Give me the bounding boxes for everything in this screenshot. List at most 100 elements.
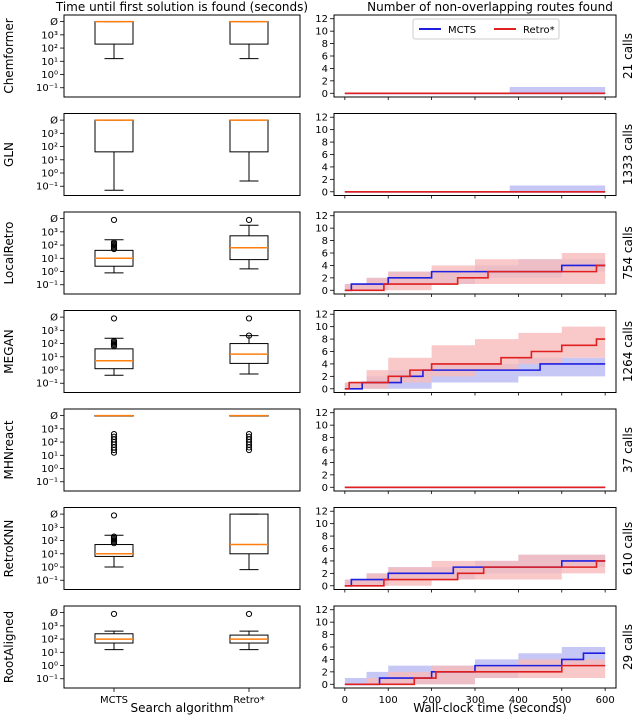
y-tick-label: 10³ bbox=[41, 424, 58, 435]
y-tick-label: 4 bbox=[322, 556, 328, 567]
y-tick-label: 10 bbox=[315, 519, 328, 530]
y-tick-label: 10² bbox=[41, 44, 58, 55]
model-label: GLN bbox=[2, 142, 16, 167]
y-tick-label: 6 bbox=[322, 643, 328, 654]
box-panel-frame bbox=[63, 408, 301, 492]
y-tick-label: 6 bbox=[322, 249, 328, 260]
boxplot-retro bbox=[229, 610, 269, 651]
routes-panel-frame bbox=[333, 113, 617, 196]
box-panel-frame bbox=[63, 211, 301, 295]
outlier-point bbox=[110, 239, 118, 246]
y-tick-label: Ø bbox=[50, 509, 58, 521]
y-tick-label: 12 bbox=[315, 14, 328, 25]
boxplot-retro bbox=[229, 20, 269, 60]
outlier-point bbox=[245, 431, 253, 438]
calls-label: 1264 calls bbox=[621, 321, 635, 382]
y-tick-label: 10² bbox=[41, 536, 58, 547]
model-label: MHNreact bbox=[2, 420, 16, 479]
y-tick-label: 10 bbox=[315, 27, 328, 38]
y-tick-label: 2 bbox=[322, 273, 328, 284]
y-tick-label: 0 bbox=[322, 89, 328, 100]
y-tick-label: 4 bbox=[322, 655, 328, 666]
y-tick-label: 12 bbox=[315, 507, 328, 518]
mcts-step-line bbox=[344, 363, 606, 390]
boxplot-retro bbox=[229, 414, 269, 454]
y-tick-label: 10³ bbox=[41, 621, 58, 632]
y-tick-label: 2 bbox=[322, 76, 328, 87]
y-tick-label: 6 bbox=[322, 544, 328, 555]
left-column-title: Time until first solution is found (seco… bbox=[55, 0, 308, 14]
y-tick-label: Ø bbox=[50, 410, 58, 422]
y-tick-label: 10¹ bbox=[41, 648, 58, 659]
calls-label: 29 calls bbox=[621, 624, 635, 670]
retro-confidence-band bbox=[344, 246, 606, 291]
y-tick-label: 8 bbox=[322, 532, 328, 543]
boxplot-retro bbox=[229, 119, 269, 182]
y-tick-label: 10⁰ bbox=[41, 464, 58, 475]
boxplot-mcts bbox=[94, 20, 134, 60]
box-panel-frame bbox=[63, 310, 301, 393]
y-tick-label: 10³ bbox=[41, 129, 58, 140]
retro-step-line bbox=[344, 338, 606, 390]
boxplot-mcts bbox=[94, 512, 134, 568]
left-x-axis-label: Search algorithm bbox=[131, 701, 234, 715]
y-tick-label: 12 bbox=[315, 408, 328, 419]
box-panel-frame bbox=[63, 507, 301, 590]
y-tick-label: 10⁻¹ bbox=[36, 83, 58, 94]
outlier-point bbox=[110, 315, 118, 322]
y-tick-label: 10⁻¹ bbox=[36, 576, 58, 587]
boxplot-mcts bbox=[94, 315, 134, 376]
y-tick-label: 8 bbox=[322, 630, 328, 641]
y-tick-label: 4 bbox=[322, 162, 328, 173]
y-tick-label: 10¹ bbox=[41, 57, 58, 68]
y-tick-label: 10⁻¹ bbox=[36, 477, 58, 488]
calls-label: 754 calls bbox=[621, 226, 635, 280]
y-tick-label: 10 bbox=[315, 322, 328, 333]
retro-step-line bbox=[344, 664, 606, 686]
boxplot-retro bbox=[229, 513, 269, 571]
y-tick-label: 10⁰ bbox=[41, 70, 58, 81]
y-tick-label: 10 bbox=[315, 618, 328, 629]
y-tick-label: 2 bbox=[322, 569, 328, 580]
model-label: MEGAN bbox=[2, 329, 16, 373]
y-tick-label: 2 bbox=[322, 175, 328, 186]
outlier-point bbox=[110, 533, 118, 540]
y-tick-label: 8 bbox=[322, 335, 328, 346]
right-column-title: Number of non-overlapping routes found bbox=[367, 0, 613, 14]
y-tick-label: 10⁰ bbox=[41, 267, 58, 278]
outlier-point bbox=[245, 216, 253, 224]
box-iqr bbox=[229, 513, 269, 555]
y-tick-label: 2 bbox=[322, 470, 328, 481]
y-tick-label: 10⁻¹ bbox=[36, 674, 58, 685]
y-tick-label: 10³ bbox=[41, 326, 58, 337]
x-tick-label: 400 bbox=[509, 695, 528, 706]
y-tick-label: 0 bbox=[322, 680, 328, 691]
boxplot-retro bbox=[229, 315, 269, 375]
y-tick-label: Ø bbox=[50, 16, 58, 28]
x-tick-label: 200 bbox=[422, 695, 441, 706]
y-tick-label: Ø bbox=[50, 213, 58, 225]
y-tick-label: 10² bbox=[41, 635, 58, 646]
y-tick-label: 2 bbox=[322, 372, 328, 383]
y-tick-label: 10² bbox=[41, 241, 58, 252]
y-tick-label: 10² bbox=[41, 142, 58, 153]
mcts-confidence-band bbox=[344, 185, 606, 192]
y-tick-label: 4 bbox=[322, 64, 328, 75]
y-tick-label: 0 bbox=[322, 384, 328, 395]
y-tick-label: 10¹ bbox=[41, 549, 58, 560]
y-tick-label: 10¹ bbox=[41, 254, 58, 265]
box-panel-frame bbox=[63, 14, 301, 98]
outlier-point bbox=[245, 610, 253, 618]
x-tick-label: MCTS bbox=[100, 695, 128, 706]
y-tick-label: Ø bbox=[50, 312, 58, 324]
y-tick-label: 4 bbox=[322, 458, 328, 469]
outlier-point bbox=[245, 332, 253, 339]
boxplot-mcts bbox=[94, 610, 134, 651]
x-tick-label: 500 bbox=[552, 695, 571, 706]
outlier-point bbox=[110, 610, 118, 618]
y-tick-label: 10 bbox=[315, 421, 328, 432]
y-tick-label: 10⁰ bbox=[41, 169, 58, 180]
y-tick-label: 10 bbox=[315, 224, 328, 235]
y-tick-label: 10³ bbox=[41, 523, 58, 534]
outlier-point bbox=[110, 431, 118, 438]
